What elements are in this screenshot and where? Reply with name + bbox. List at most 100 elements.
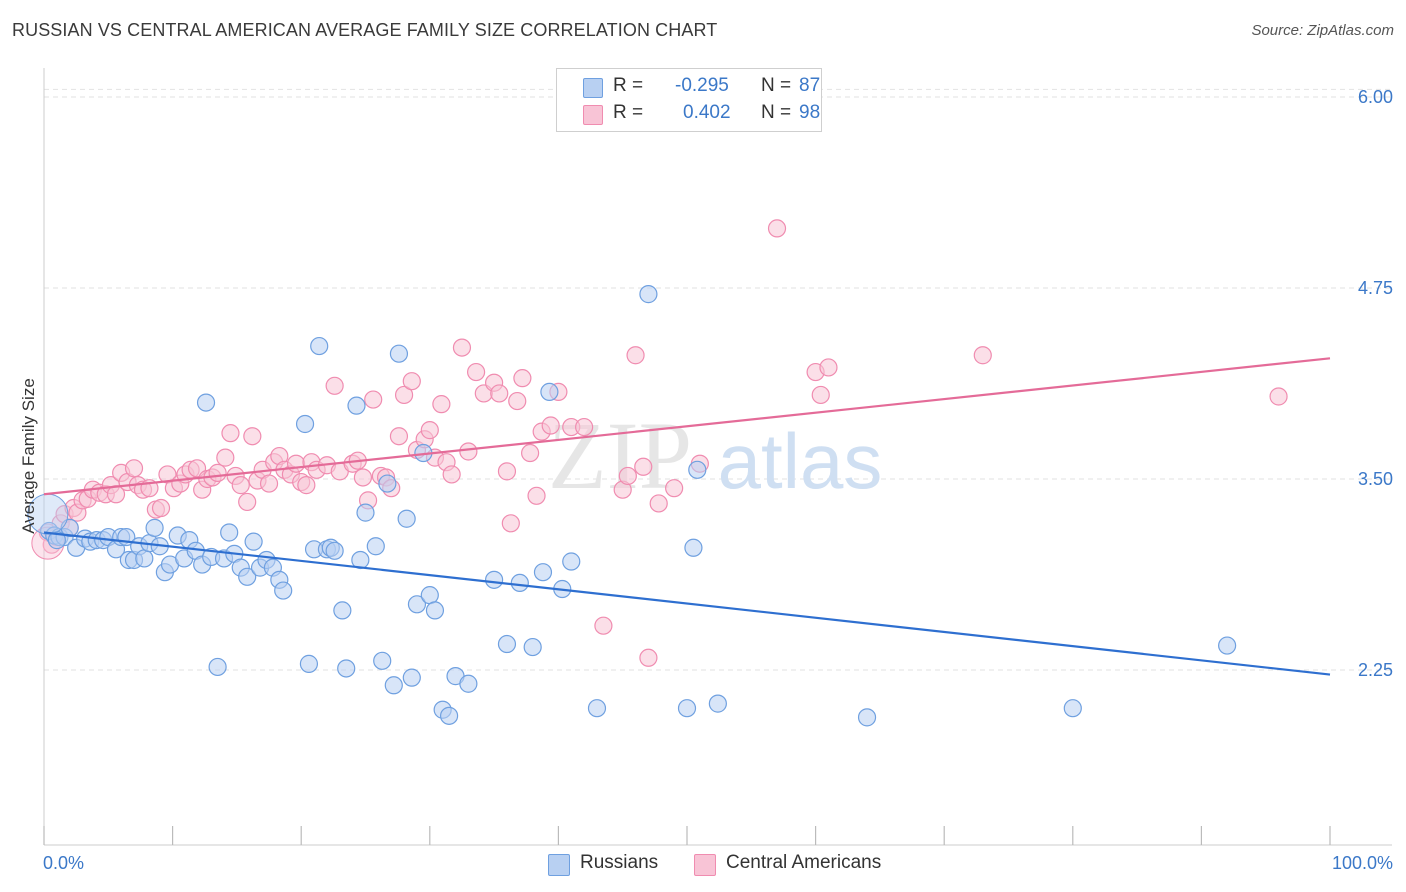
central-americans-point-81 — [513, 369, 532, 388]
russians-point-60 — [402, 668, 421, 687]
russians-point-76 — [562, 552, 581, 571]
russians-point-68 — [459, 674, 478, 693]
bottom-legend-swatch-central-americans — [694, 854, 716, 876]
legend-swatch-central-americans — [583, 105, 603, 125]
central-americans-point-92 — [626, 346, 645, 365]
chart-title: RUSSIAN VS CENTRAL AMERICAN AVERAGE FAMI… — [12, 20, 718, 40]
central-americans-point-101 — [819, 358, 838, 377]
legend-r-label: R = — [613, 75, 644, 96]
central-americans-point-17 — [124, 459, 144, 478]
russians-point-79 — [677, 699, 697, 718]
bottom-legend-swatch-russians — [548, 854, 570, 876]
y-tick-label-3: 6.00 — [1358, 87, 1393, 107]
central-americans-point-46 — [286, 454, 306, 473]
central-americans-trend-line — [43, 357, 1331, 496]
russians-point-81 — [688, 460, 707, 479]
russians-point-50 — [337, 659, 356, 678]
central-americans-point-56 — [353, 468, 373, 487]
central-americans-point-62 — [389, 427, 409, 446]
central-americans-point-103 — [1269, 387, 1288, 406]
russians-point-19 — [145, 518, 164, 537]
russians-point-80 — [684, 538, 703, 557]
y-tick-label-2: 4.75 — [1358, 278, 1393, 298]
watermark-atlas: atlas — [718, 417, 883, 505]
central-americans-point-41 — [259, 474, 279, 493]
russians-point-84 — [1063, 699, 1082, 718]
central-americans-point-77 — [490, 384, 509, 403]
central-americans-point-69 — [432, 395, 451, 414]
y-tick-label-0: 2.25 — [1358, 660, 1393, 680]
russians-point-83 — [857, 708, 877, 727]
legend-swatch-russians — [583, 78, 603, 98]
bottom-legend-label-russians: Russians — [580, 852, 659, 873]
russians-point-54 — [366, 537, 385, 556]
central-americans-point-88 — [575, 417, 594, 437]
x-tick-label-0: 0.0% — [43, 853, 84, 873]
russians-points — [27, 285, 1237, 727]
central-americans-point-63 — [394, 385, 414, 405]
central-americans-point-72 — [452, 338, 472, 357]
x-tick-label-1: 100.0% — [1332, 853, 1393, 873]
russians-point-82 — [708, 694, 727, 713]
central-americans-point-67 — [420, 421, 439, 440]
russians-point-61 — [407, 595, 427, 614]
russians-point-74 — [540, 382, 559, 402]
trend-lines — [43, 357, 1331, 676]
tick-labels: 2.25 3.50 4.75 6.00 0.0% 100.0% — [43, 87, 1393, 873]
central-americans-point-98 — [767, 219, 787, 238]
central-americans-point-71 — [442, 465, 461, 484]
central-americans-point-96 — [665, 479, 684, 498]
central-americans-point-36 — [231, 476, 250, 495]
central-americans-point-82 — [521, 443, 540, 463]
russians-point-66 — [439, 706, 459, 725]
russians-point-41 — [274, 581, 293, 600]
central-americans-point-34 — [221, 424, 240, 443]
legend-r-value: 0.402 — [683, 102, 731, 123]
central-americans-point-74 — [466, 362, 486, 382]
central-americans-point-93 — [634, 457, 653, 476]
central-americans-point-79 — [501, 514, 520, 533]
russians-point-77 — [587, 699, 607, 718]
y-tick-label-1: 3.50 — [1358, 469, 1393, 489]
russians-point-42 — [295, 414, 315, 434]
russians-point-72 — [523, 637, 542, 657]
axes — [43, 68, 1392, 846]
central-americans-point-33 — [216, 448, 235, 467]
russians-point-30 — [208, 657, 227, 677]
central-americans-point-73 — [459, 442, 478, 461]
correlation-legend: R = -0.295 N = 87 R = 0.402 N = 98 — [556, 68, 822, 132]
legend-r-value: -0.295 — [675, 75, 729, 96]
central-americans-point-52 — [325, 376, 344, 395]
russians-point-70 — [497, 634, 517, 654]
russians-point-28 — [196, 393, 216, 412]
legend-n-value: 98 — [799, 102, 821, 123]
russians-point-32 — [220, 523, 239, 542]
russians-point-59 — [397, 509, 416, 528]
central-americans-point-48 — [297, 476, 316, 495]
russians-point-36 — [244, 532, 263, 551]
central-americans-point-91 — [618, 466, 637, 486]
russians-point-78 — [639, 285, 658, 304]
legend-r-label: R = — [613, 102, 644, 123]
russians-point-53 — [356, 503, 375, 522]
russians-point-43 — [299, 654, 319, 673]
source-credit: Source: ZipAtlas.com — [1251, 22, 1394, 39]
central-americans-point-64 — [402, 372, 421, 391]
russians-point-35 — [238, 567, 257, 586]
russians-point-64 — [425, 601, 445, 620]
russians-point-17 — [135, 549, 154, 568]
russians-point-55 — [373, 651, 392, 670]
russians-point-71 — [510, 573, 529, 593]
russians-trend-line — [43, 531, 1331, 676]
russians-point-58 — [389, 344, 409, 363]
legend-n-label: N = — [761, 102, 792, 123]
central-americans-point-80 — [508, 391, 527, 411]
central-americans-point-38 — [243, 427, 262, 446]
russians-point-63 — [420, 586, 439, 605]
central-americans-point-94 — [639, 648, 658, 667]
russians-point-48 — [325, 541, 344, 560]
russians-point-57 — [384, 676, 403, 695]
y-axis-label: Average Family Size — [19, 378, 38, 534]
central-americans-point-85 — [541, 416, 560, 435]
